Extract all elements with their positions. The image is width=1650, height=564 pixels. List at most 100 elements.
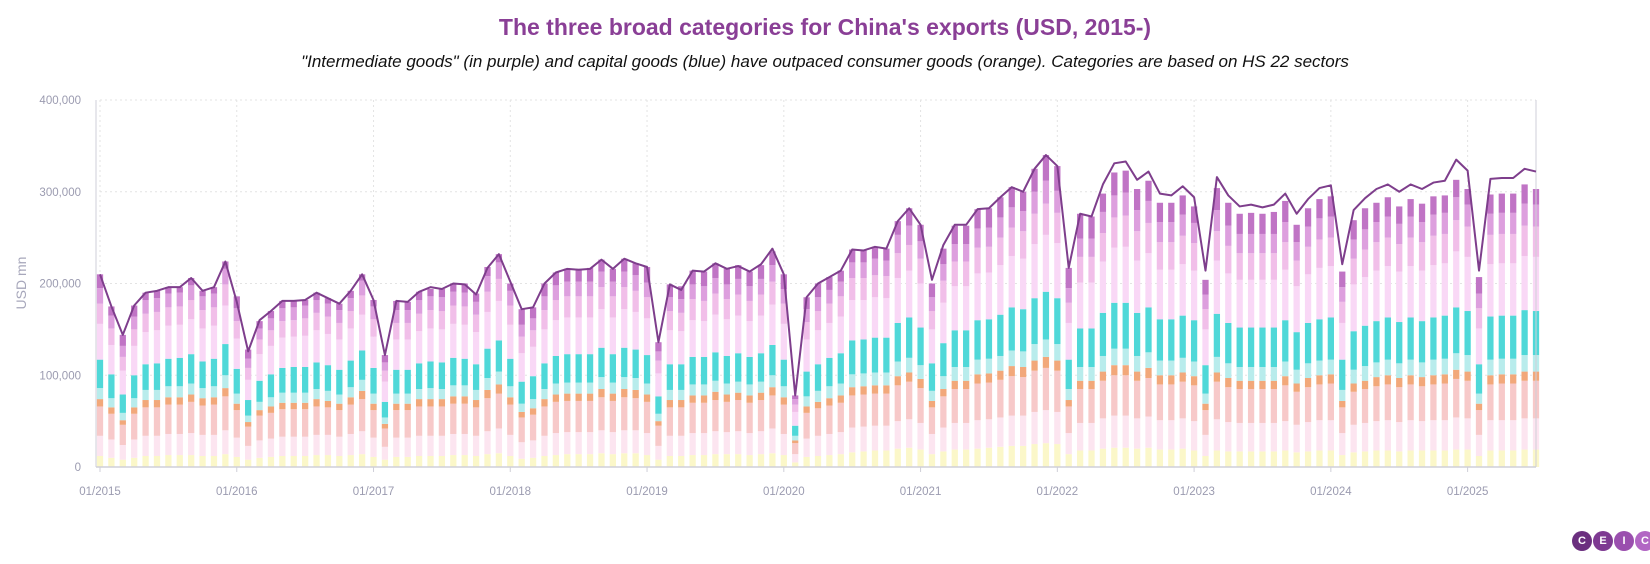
bar-segment (529, 318, 537, 331)
y-tick-label: 400,000 (39, 95, 81, 107)
bar-segment (1202, 410, 1209, 435)
bar-segment (985, 382, 993, 420)
bar-segment (1042, 155, 1050, 181)
bar-segment (1384, 216, 1391, 238)
bar-segment (1247, 366, 1255, 381)
bar-segment (381, 355, 389, 363)
bar-segment (438, 389, 446, 400)
bar-segment (427, 435, 434, 456)
bar-segment (792, 411, 799, 426)
bar-segment (1316, 450, 1323, 467)
bar-segment (575, 317, 582, 355)
bar-segment (871, 450, 879, 467)
bar-segment (666, 364, 673, 390)
bar-segment (1304, 378, 1312, 388)
bar-segment (1020, 351, 1027, 367)
bar-segment (393, 393, 400, 404)
bar-segment (575, 454, 582, 467)
bar-segment (279, 392, 286, 403)
bar-segment (1475, 308, 1483, 329)
bar-segment (871, 297, 879, 338)
bar-segment (1042, 291, 1050, 340)
axes-layer: 0 100,000 200,000 300,000 400,000 01/2015 01/2… (39, 95, 1537, 498)
bar-segment (279, 402, 286, 410)
bar-segment (1008, 350, 1015, 367)
bar-segment (131, 329, 138, 346)
bar-segment (222, 430, 229, 455)
bar-segment (233, 456, 240, 467)
bar-segment (1054, 444, 1061, 467)
bar-segment (427, 388, 434, 400)
bar-segment (792, 435, 799, 441)
bar-segment (1350, 258, 1357, 285)
bar-segment (1464, 204, 1471, 227)
y-tick-label: 0 (75, 462, 81, 474)
bar-segment (188, 394, 195, 402)
bar-segment (575, 393, 582, 401)
bar-segment (96, 274, 104, 289)
bar-segment (871, 258, 879, 276)
total-line-layer (99, 154, 1537, 397)
bar-segment (928, 283, 936, 298)
bar-segment (928, 363, 936, 391)
bar-segment (1282, 269, 1289, 321)
bar-segment (461, 358, 468, 386)
bar-segment (347, 455, 354, 467)
bar-segment (1122, 365, 1129, 376)
bar-segment (985, 447, 993, 467)
bar-segment (1145, 416, 1152, 448)
bar-segment (1042, 203, 1050, 235)
bar-segment (803, 339, 810, 372)
bar-segment (279, 300, 286, 309)
bar-segment (1111, 217, 1118, 248)
bar-segment (643, 318, 651, 356)
bar-segment (655, 360, 662, 374)
bar-segment (415, 331, 423, 364)
bar-segment (689, 455, 696, 467)
bar-segment (1202, 393, 1209, 404)
bar-segment (1464, 371, 1471, 381)
bar-segment (917, 241, 924, 259)
bar-segment (541, 455, 548, 467)
bar-segment (1521, 449, 1528, 467)
bar-segment (370, 437, 377, 457)
bar-segment (974, 320, 981, 360)
bar-segment (1441, 450, 1448, 467)
bar-segment (564, 400, 571, 433)
bar-segment (336, 322, 343, 340)
bar-segment (1031, 213, 1038, 245)
bar-segment (472, 455, 480, 467)
bar-segment (906, 419, 913, 448)
bar-segment (735, 353, 742, 382)
bar-segment (1430, 317, 1437, 360)
bar-segment (1065, 267, 1072, 289)
bar-segment (1304, 226, 1312, 247)
bar-segment (1168, 202, 1175, 223)
bar-segment (450, 385, 457, 397)
bar-segment (541, 310, 548, 330)
bar-segment (1008, 445, 1015, 467)
bar-segment (108, 398, 115, 408)
bar-segment (963, 366, 970, 381)
bar-segment (883, 248, 890, 261)
bar-segment (165, 455, 172, 467)
bar-segment (1259, 279, 1266, 328)
bar-segment (450, 455, 457, 467)
bar-segment (871, 246, 879, 259)
bar-segment (119, 394, 126, 413)
bar-segment (860, 394, 867, 427)
bar-segment (347, 290, 354, 299)
bar-segment (1282, 200, 1289, 223)
bar-segment (1339, 455, 1346, 467)
bar-segment (951, 449, 958, 467)
bar-segment (495, 278, 503, 301)
bar-segment (1418, 222, 1426, 243)
bar-segment (245, 426, 252, 446)
bar-segment (1453, 417, 1460, 450)
bar-segment (1076, 213, 1084, 239)
bar-segment (450, 283, 457, 292)
bar-segment (552, 285, 560, 301)
bar-segment (883, 298, 890, 338)
bar-segment (1088, 328, 1095, 367)
bar-segment (1304, 363, 1312, 378)
